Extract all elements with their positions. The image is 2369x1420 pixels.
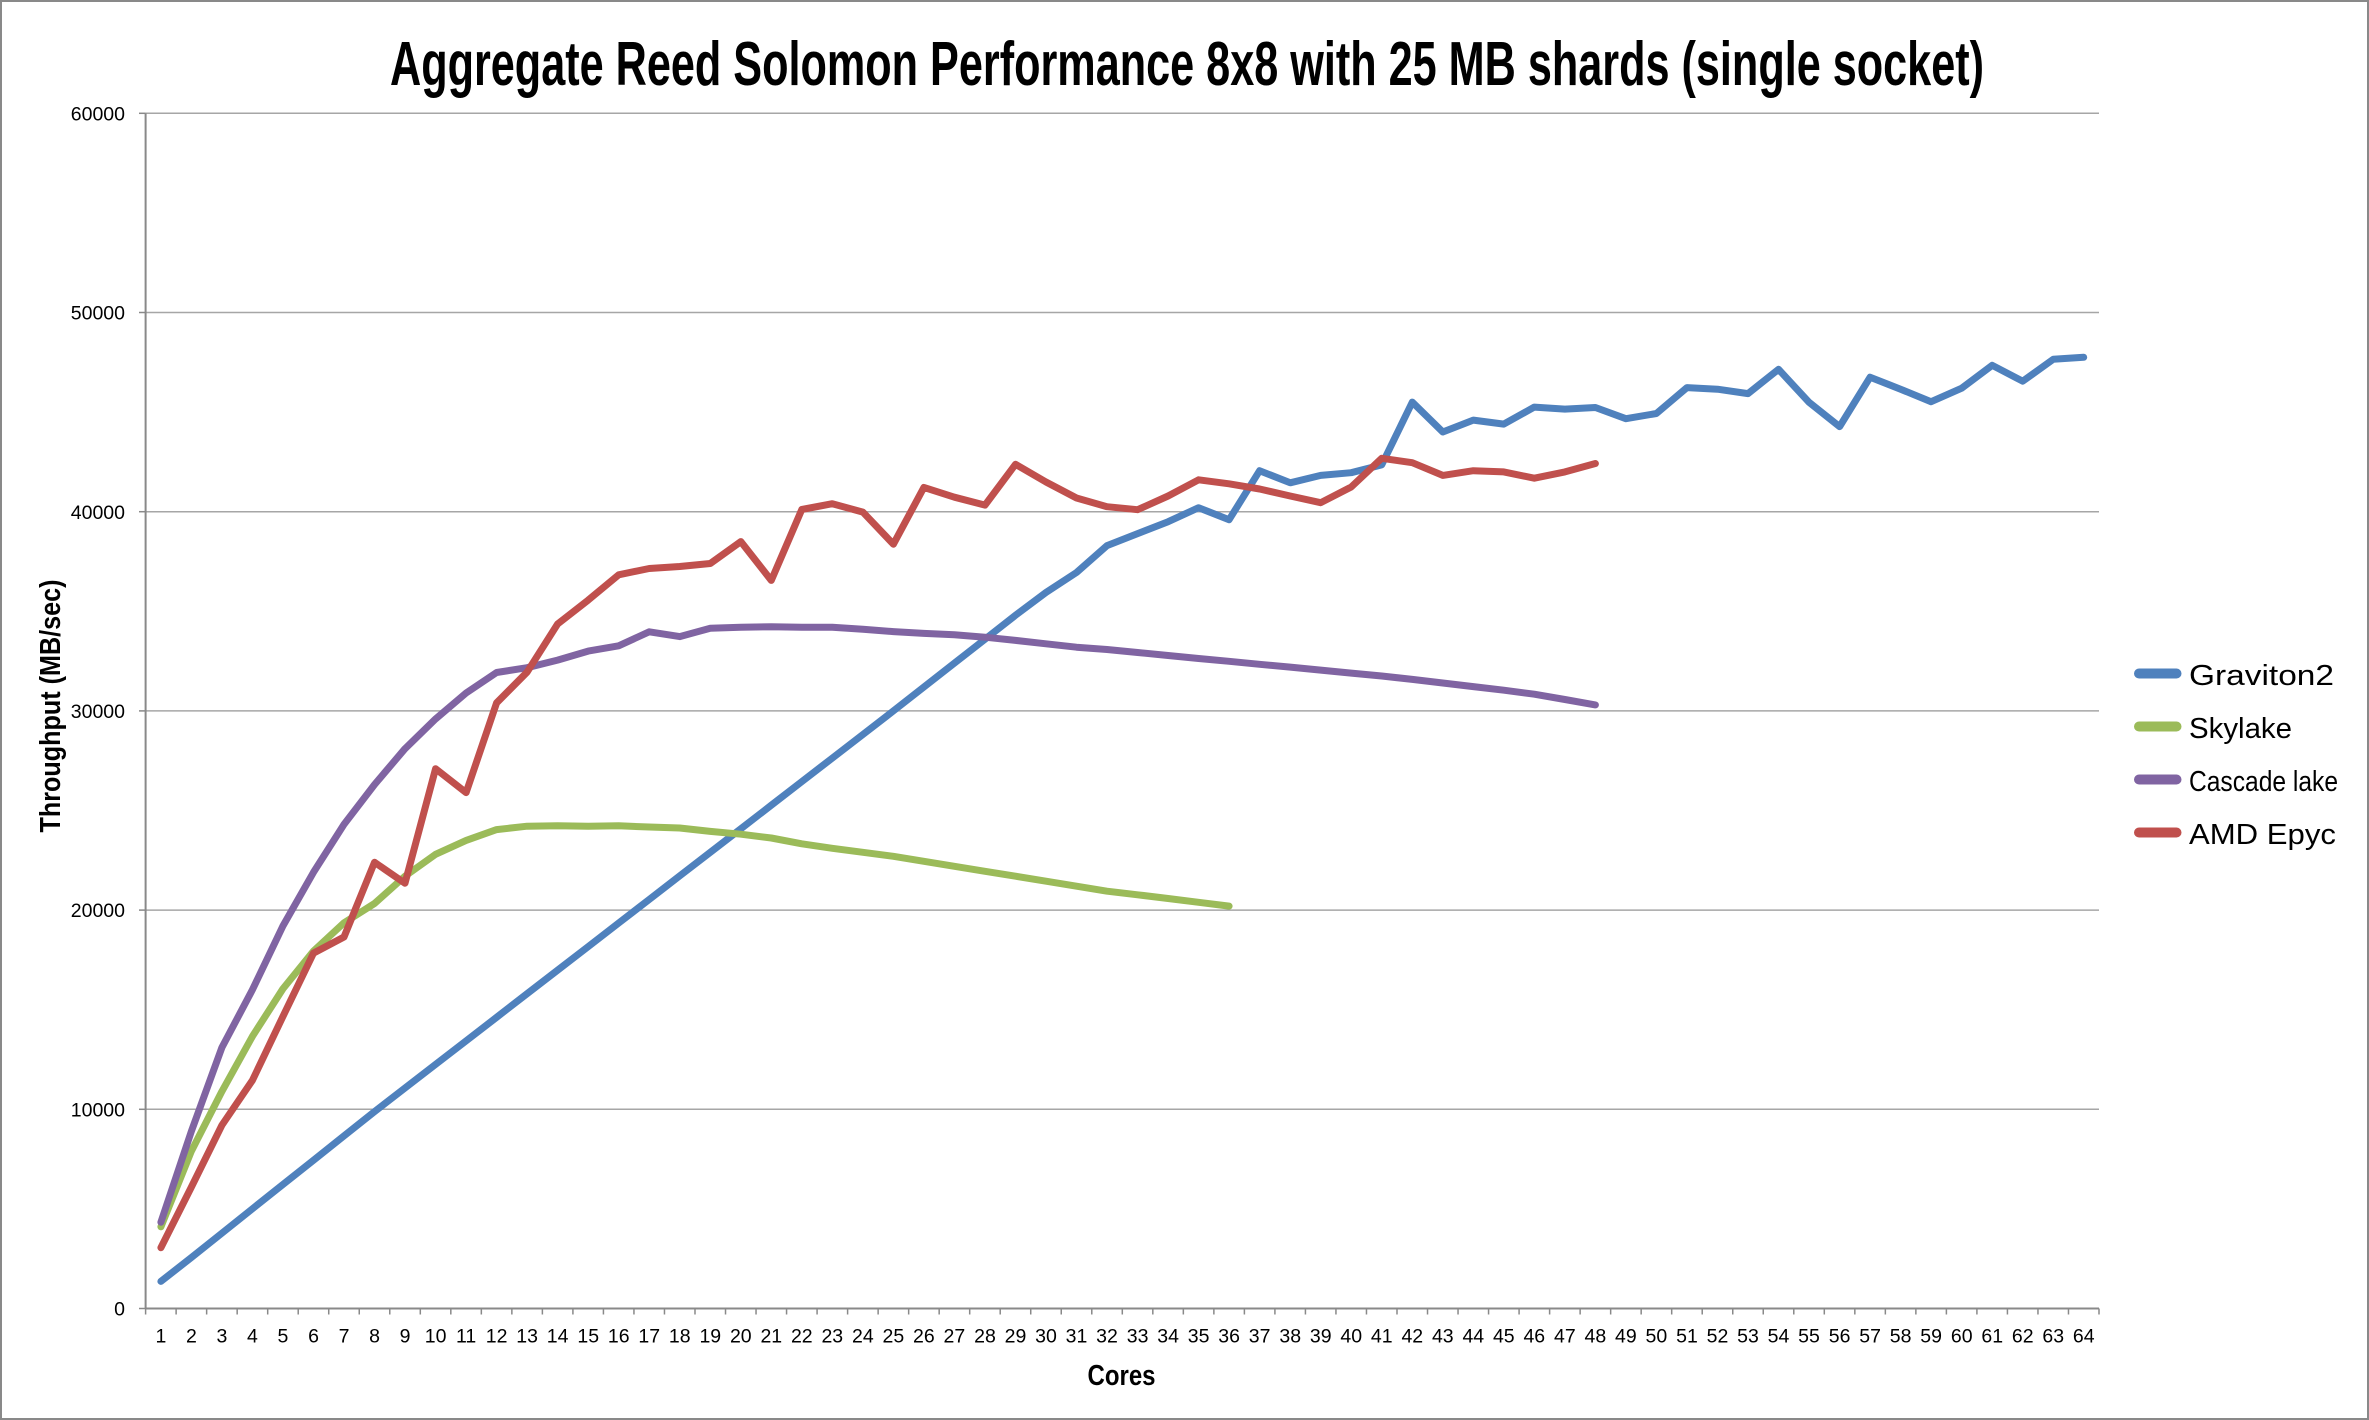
svg-text:9: 9: [400, 1326, 411, 1348]
svg-text:23: 23: [821, 1326, 843, 1348]
svg-text:30: 30: [1035, 1326, 1057, 1348]
svg-text:56: 56: [1829, 1326, 1851, 1348]
svg-text:0: 0: [114, 1299, 125, 1321]
svg-text:37: 37: [1249, 1326, 1271, 1348]
svg-text:58: 58: [1890, 1326, 1912, 1348]
svg-text:3: 3: [216, 1326, 227, 1348]
svg-text:2: 2: [186, 1326, 197, 1348]
svg-text:1: 1: [155, 1326, 166, 1348]
svg-text:19: 19: [699, 1326, 721, 1348]
svg-text:32: 32: [1096, 1326, 1118, 1348]
svg-text:41: 41: [1371, 1326, 1393, 1348]
svg-text:17: 17: [638, 1326, 660, 1348]
svg-text:63: 63: [2042, 1326, 2064, 1348]
svg-text:6: 6: [308, 1326, 319, 1348]
svg-text:Aggregate Reed Solomon Perform: Aggregate Reed Solomon Performance 8x8 w…: [390, 30, 1984, 99]
svg-text:51: 51: [1676, 1326, 1698, 1348]
svg-text:8: 8: [369, 1326, 380, 1348]
svg-text:53: 53: [1737, 1326, 1759, 1348]
svg-text:Cascade lake: Cascade lake: [2189, 766, 2338, 798]
svg-text:38: 38: [1279, 1326, 1301, 1348]
svg-text:Graviton2: Graviton2: [2189, 660, 2334, 692]
svg-text:47: 47: [1554, 1326, 1576, 1348]
svg-text:42: 42: [1401, 1326, 1423, 1348]
svg-text:62: 62: [2012, 1326, 2034, 1348]
svg-text:5: 5: [277, 1326, 288, 1348]
svg-text:54: 54: [1768, 1326, 1790, 1348]
svg-text:24: 24: [852, 1326, 874, 1348]
svg-text:16: 16: [608, 1326, 630, 1348]
svg-text:31: 31: [1066, 1326, 1088, 1348]
svg-text:25: 25: [883, 1326, 905, 1348]
svg-text:57: 57: [1859, 1326, 1881, 1348]
svg-text:Skylake: Skylake: [2189, 713, 2292, 745]
svg-text:4: 4: [247, 1326, 258, 1348]
svg-text:39: 39: [1310, 1326, 1332, 1348]
svg-text:13: 13: [516, 1326, 538, 1348]
svg-text:60: 60: [1951, 1326, 1973, 1348]
svg-text:48: 48: [1585, 1326, 1607, 1348]
svg-text:30000: 30000: [71, 701, 125, 723]
svg-text:11: 11: [456, 1326, 476, 1348]
svg-text:7: 7: [339, 1326, 350, 1348]
svg-text:46: 46: [1523, 1326, 1545, 1348]
svg-text:59: 59: [1920, 1326, 1942, 1348]
svg-text:35: 35: [1188, 1326, 1210, 1348]
svg-text:64: 64: [2073, 1326, 2095, 1348]
svg-text:33: 33: [1127, 1326, 1149, 1348]
svg-text:20: 20: [730, 1326, 752, 1348]
svg-text:40000: 40000: [71, 502, 125, 524]
svg-text:21: 21: [760, 1326, 782, 1348]
svg-text:55: 55: [1798, 1326, 1820, 1348]
svg-text:43: 43: [1432, 1326, 1454, 1348]
svg-text:22: 22: [791, 1326, 813, 1348]
svg-text:52: 52: [1707, 1326, 1729, 1348]
svg-text:27: 27: [944, 1326, 966, 1348]
svg-text:18: 18: [669, 1326, 691, 1348]
svg-text:50000: 50000: [71, 303, 125, 325]
svg-text:20000: 20000: [71, 900, 125, 922]
svg-text:10000: 10000: [71, 1099, 125, 1121]
svg-text:Throughput (MB/sec): Throughput (MB/sec): [35, 580, 67, 833]
svg-text:29: 29: [1005, 1326, 1027, 1348]
svg-text:36: 36: [1218, 1326, 1240, 1348]
svg-text:AMD Epyc: AMD Epyc: [2189, 819, 2336, 851]
svg-text:26: 26: [913, 1326, 935, 1348]
svg-text:40: 40: [1340, 1326, 1362, 1348]
svg-text:61: 61: [1981, 1326, 2003, 1348]
svg-text:Cores: Cores: [1088, 1360, 1156, 1392]
svg-text:10: 10: [425, 1326, 447, 1348]
svg-text:34: 34: [1157, 1326, 1179, 1348]
svg-text:12: 12: [486, 1326, 508, 1348]
svg-text:60000: 60000: [71, 103, 125, 125]
svg-text:44: 44: [1462, 1326, 1484, 1348]
svg-text:28: 28: [974, 1326, 996, 1348]
svg-text:14: 14: [547, 1326, 569, 1348]
svg-text:49: 49: [1615, 1326, 1637, 1348]
svg-text:15: 15: [577, 1326, 599, 1348]
svg-text:45: 45: [1493, 1326, 1515, 1348]
svg-text:50: 50: [1646, 1326, 1668, 1348]
